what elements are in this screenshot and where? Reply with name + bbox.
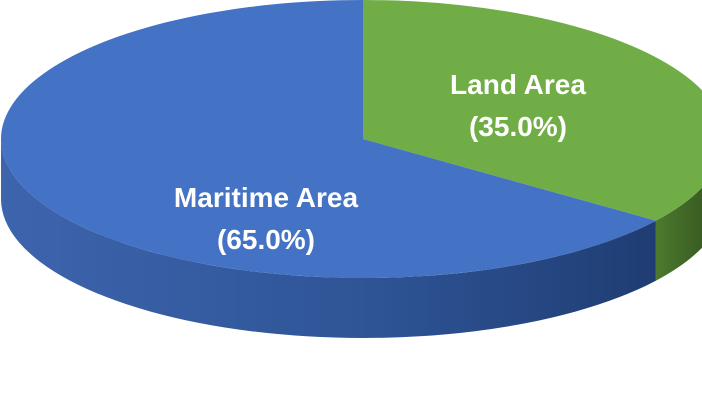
slice-label-maritime-area: Maritime Area: [174, 182, 359, 213]
slice-label-land-area: Land Area: [450, 69, 586, 100]
slice-percent-land-area: (35.0%): [469, 111, 567, 142]
pie-side-land-area: [655, 187, 702, 281]
slice-percent-maritime-area: (65.0%): [217, 224, 315, 255]
pie-side-maritime-area: [1, 139, 656, 338]
pie-slice-land-area: [363, 0, 702, 221]
pie-sides: [1, 139, 702, 338]
pie-labels: Maritime Area (65.0%) Land Area (35.0%): [174, 69, 586, 255]
pie-tops: [0, 0, 702, 278]
pie-slice-maritime-area: [0, 0, 656, 278]
